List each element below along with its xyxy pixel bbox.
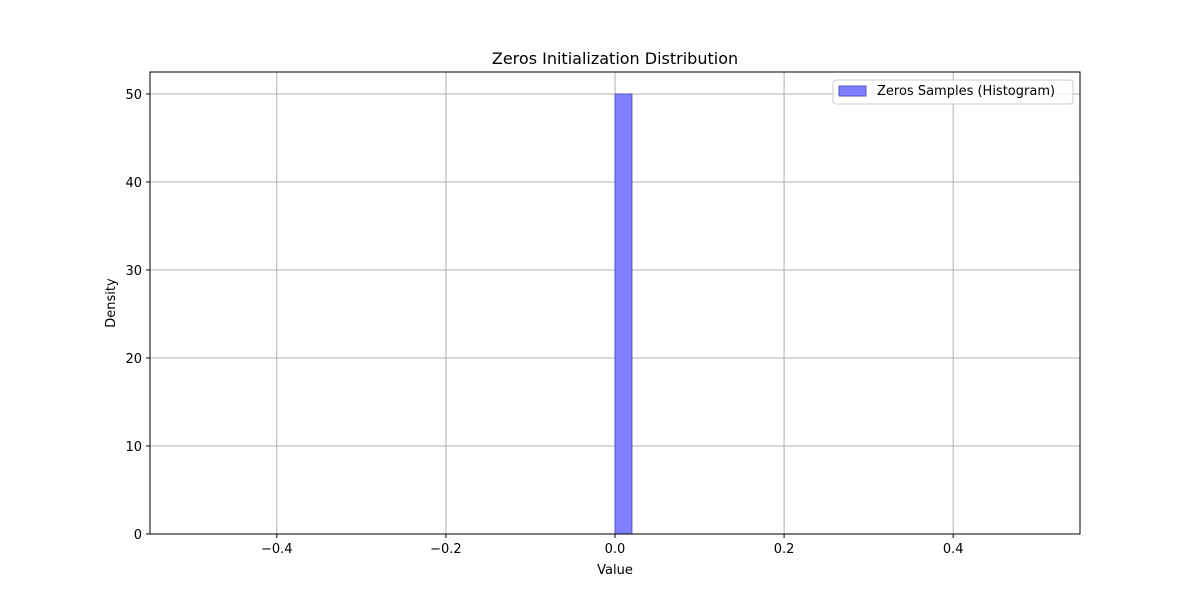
legend-box [832,79,1074,105]
chart-title: Zeros Initialization Distribution [492,49,738,68]
y-tick-label: 50 [125,88,142,103]
legend-swatch [838,85,867,97]
y-tick-label: 30 [125,264,142,279]
histogram-bars [614,93,633,535]
legend-label: Zeros Samples (Histogram) [877,84,1055,99]
x-axis-ticks: −0.4 −0.2 0.0 0.2 0.4 [261,534,964,557]
y-axis-label: Density [104,278,119,328]
y-tick-label: 20 [125,352,142,367]
x-tick-label: 0.0 [605,542,626,557]
legend: Zeros Samples (Histogram) [832,79,1074,105]
y-tick-label: 10 [125,440,142,455]
x-tick-label: 0.4 [943,542,964,557]
x-axis-label: Value [597,563,633,578]
x-tick-label: −0.4 [261,542,293,557]
y-tick-label: 0 [134,528,142,543]
x-tick-label: −0.2 [430,542,462,557]
y-tick-label: 40 [125,176,142,191]
x-tick-label: 0.2 [774,542,795,557]
y-axis-ticks: 0 10 20 30 40 50 [125,88,150,543]
histogram-bar [614,93,633,535]
